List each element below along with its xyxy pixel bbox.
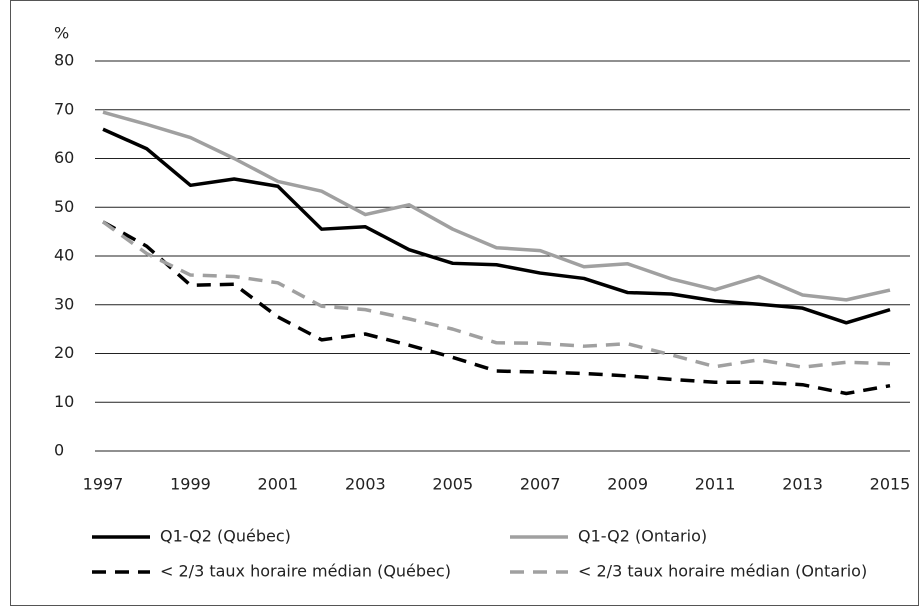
x-tick-label: 1999 xyxy=(170,475,211,494)
x-tick-label: 2007 xyxy=(520,475,561,494)
x-tick-label: 1997 xyxy=(83,475,124,494)
y-tick-label: 40 xyxy=(54,246,74,265)
y-tick-label: 30 xyxy=(54,294,74,313)
x-tick-label: 2013 xyxy=(782,475,823,494)
series-line xyxy=(102,220,891,396)
legend-label: < 2/3 taux horaire médian (Québec) xyxy=(160,562,451,581)
series-line xyxy=(102,110,891,302)
y-unit-label: % xyxy=(54,24,69,43)
x-tick-label: 2011 xyxy=(695,475,736,494)
y-tick-label: 60 xyxy=(54,148,74,167)
x-tick-label: 2015 xyxy=(870,475,911,494)
y-tick-label: 0 xyxy=(54,441,64,460)
y-tick-label: 70 xyxy=(54,99,74,118)
y-tick-label: 20 xyxy=(54,343,74,362)
y-tick-label: 80 xyxy=(54,51,74,70)
legend-label: Q1-Q2 (Ontario) xyxy=(578,527,707,546)
y-tick-label: 10 xyxy=(54,392,74,411)
legend-label: Q1-Q2 (Québec) xyxy=(160,527,291,546)
x-tick-label: 2009 xyxy=(607,475,648,494)
series-line xyxy=(101,220,891,369)
x-tick-label: 2001 xyxy=(258,475,299,494)
legend-label: < 2/3 taux horaire médian (Ontario) xyxy=(578,562,867,581)
x-tick-label: 2005 xyxy=(432,475,473,494)
frame xyxy=(10,0,919,606)
y-tick-label: 50 xyxy=(54,197,74,216)
series-line xyxy=(102,127,891,325)
x-tick-label: 2003 xyxy=(345,475,386,494)
